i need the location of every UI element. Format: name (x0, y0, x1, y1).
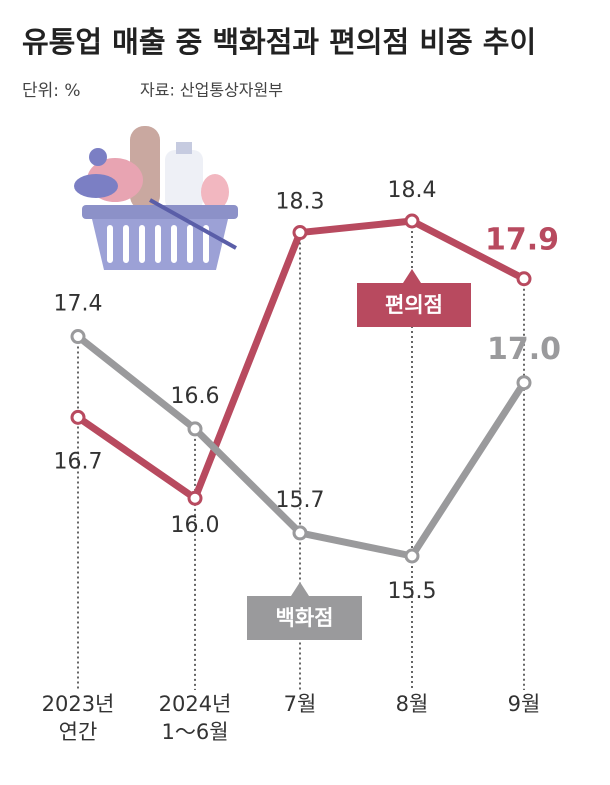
data-point (404, 548, 420, 564)
chart-source: 자료: 산업통상자원부 (140, 81, 283, 100)
data-point (187, 490, 203, 506)
data-label: 15.5 (388, 579, 437, 604)
series-line (75, 333, 527, 560)
legend-label: 편의점 (385, 293, 443, 317)
x-tick-label: 8월 (395, 692, 429, 716)
data-point (404, 213, 420, 229)
data-label: 16.7 (54, 449, 103, 474)
legend-label: 백화점 (276, 606, 334, 630)
x-tick-label: 9월 (507, 692, 541, 716)
x-tick-label: 2024년 1～6월 (158, 692, 232, 744)
x-tick-label: 7월 (283, 692, 317, 716)
data-label: 18.3 (276, 190, 325, 215)
data-label: 16.0 (171, 513, 220, 538)
data-point (292, 225, 308, 241)
legend-box (357, 283, 471, 327)
data-label: 15.7 (276, 488, 325, 513)
data-label: 18.4 (388, 178, 437, 203)
data-point (70, 409, 86, 425)
data-label: 17.4 (54, 292, 103, 317)
data-point (516, 271, 532, 287)
data-label: 17.9 (485, 222, 559, 257)
chart-title: 유통업 매출 중 백화점과 편의점 비중 추이 (22, 25, 536, 59)
data-label: 16.6 (171, 384, 220, 409)
legend-pointer (291, 582, 309, 596)
data-point (70, 329, 86, 345)
basket-illustration (74, 126, 238, 270)
legend-pointer (403, 269, 421, 283)
data-label: 17.0 (487, 332, 561, 367)
data-point (292, 525, 308, 541)
chart-subtitle: 단위: % (22, 81, 81, 101)
x-tick-label: 2023년 연간 (41, 692, 115, 744)
legend-box (247, 596, 362, 640)
data-point (187, 421, 203, 437)
data-point (516, 375, 532, 391)
